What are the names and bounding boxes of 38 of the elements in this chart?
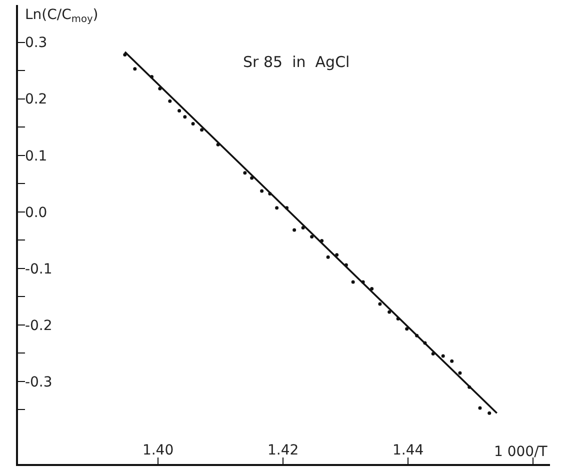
point (488, 411, 492, 415)
y-tick-label: -0.2 (24, 318, 52, 334)
x-tick-label: 1.40 (142, 442, 174, 458)
y-tick-label: 0.0 (24, 204, 48, 221)
point (178, 108, 182, 112)
point (450, 359, 454, 363)
point (200, 128, 204, 132)
y-tick-label: -0.1 (24, 261, 52, 278)
y-axis-title: Ln(C/C$_{moy}$) (25, 7, 98, 25)
point (441, 354, 445, 358)
point (260, 189, 264, 193)
text: Sr 85 in AgCl (243, 53, 350, 71)
y-tick-label: 0.1 (24, 148, 48, 164)
point (168, 99, 172, 103)
x-tick-label: 1.42 (267, 442, 299, 458)
point (378, 302, 382, 306)
x-axis-title: 1 000/T (494, 444, 548, 460)
point (133, 67, 137, 71)
point (458, 371, 462, 375)
y-tick-label: 0.2 (24, 92, 48, 108)
point (335, 253, 339, 257)
point (123, 52, 127, 56)
point (183, 115, 187, 119)
y-tick-label: 0.3 (24, 35, 48, 52)
point (292, 228, 296, 232)
point (351, 280, 355, 284)
x-tick-label: 1.44 (392, 442, 424, 458)
point (243, 171, 247, 175)
point (478, 406, 482, 410)
point (370, 287, 374, 291)
point (158, 86, 162, 90)
point (388, 310, 392, 314)
point (405, 327, 409, 331)
y-tick-label: -0.3 (24, 374, 52, 390)
point (326, 255, 330, 259)
point (275, 206, 279, 210)
point (310, 235, 314, 239)
point (191, 122, 195, 126)
